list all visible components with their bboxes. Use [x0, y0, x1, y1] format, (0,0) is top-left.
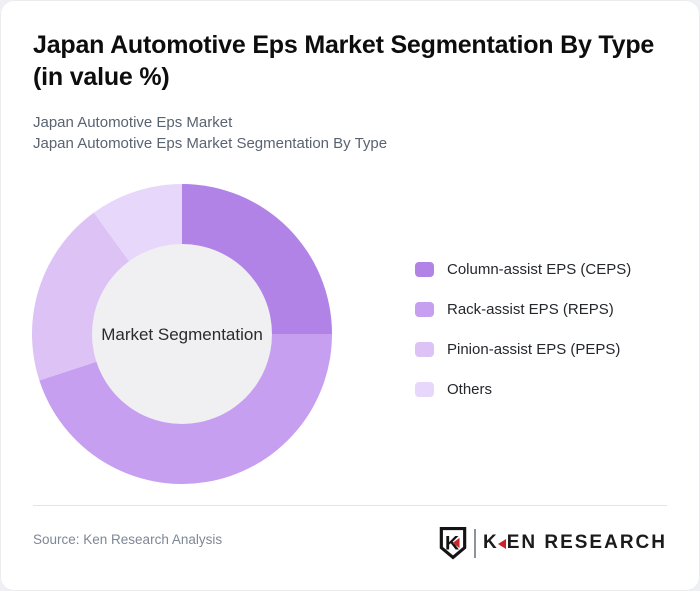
svg-text:K: K [445, 533, 459, 555]
legend-item-ceps[interactable]: Column-assist EPS (CEPS) [415, 261, 631, 278]
source-note: Source: Ken Research Analysis [33, 532, 223, 547]
legend-item-peps[interactable]: Pinion-assist EPS (PEPS) [415, 341, 631, 358]
legend-swatch-ceps [415, 262, 434, 277]
chart-legend: Column-assist EPS (CEPS) Rack-assist EPS… [415, 261, 631, 398]
legend-label-ceps: Column-assist EPS (CEPS) [447, 261, 632, 278]
logo-wordmark: K EN RESEARCH [483, 532, 667, 554]
subtitle-line-1: Japan Automotive Eps Market [33, 114, 233, 131]
legend-item-others[interactable]: Others [415, 381, 631, 398]
legend-label-reps: Rack-assist EPS (REPS) [447, 301, 614, 318]
legend-label-peps: Pinion-assist EPS (PEPS) [447, 341, 621, 358]
legend-swatch-reps [415, 302, 434, 317]
logo-red-triangle-icon [497, 538, 506, 549]
logo-divider [473, 528, 476, 558]
legend-item-reps[interactable]: Rack-assist EPS (REPS) [415, 301, 631, 318]
legend-swatch-peps [415, 342, 434, 357]
chart-subtitles: Japan Automotive Eps Market Japan Automo… [33, 112, 387, 154]
subtitle-line-2: Japan Automotive Eps Market Segmentation… [33, 135, 388, 152]
legend-label-others: Others [447, 381, 493, 398]
donut-chart: Market Segmentation [32, 184, 332, 484]
footer-divider [33, 505, 667, 506]
donut-center-label: Market Segmentation [101, 325, 263, 344]
donut-hole [92, 244, 272, 424]
page-title: Japan Automotive Eps Market Segmentation… [33, 31, 655, 91]
legend-swatch-others [415, 382, 434, 397]
logo-wordmark-rest: EN RESEARCH [506, 532, 667, 553]
ken-research-logo: K K EN RESEARCH [439, 526, 667, 560]
logo-wordmark-k: K [482, 532, 499, 553]
logo-shield-icon: K [439, 526, 467, 560]
